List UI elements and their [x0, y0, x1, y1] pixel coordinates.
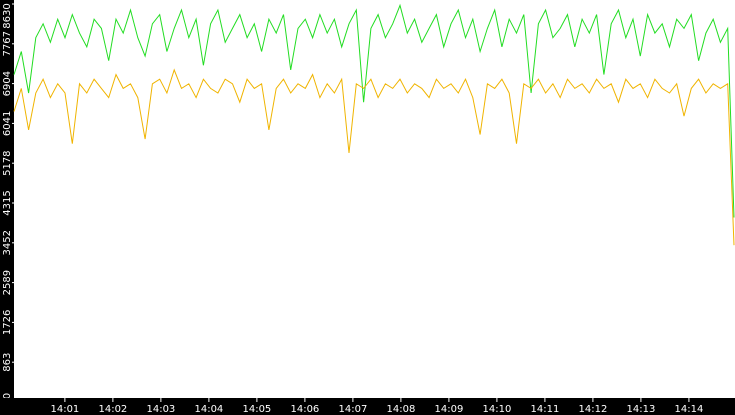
y-tick-label: 8630 — [2, 3, 13, 28]
y-tick-label: 7767 — [2, 31, 13, 56]
x-tick-label: 14:04 — [194, 404, 223, 415]
x-tick-label: 14:11 — [530, 404, 559, 415]
x-tick-label: 14:08 — [386, 404, 415, 415]
x-tick-label: 14:06 — [290, 404, 319, 415]
x-axis-bar — [0, 398, 735, 415]
y-tick-label: 3452 — [2, 230, 13, 255]
y-tick-label: 1726 — [2, 310, 13, 335]
y-tick-label: 6904 — [2, 71, 13, 96]
x-tick-label: 14:14 — [675, 404, 704, 415]
y-tick-label: 5178 — [2, 150, 13, 175]
x-tick-label: 14:09 — [434, 404, 463, 415]
x-tick-label: 14:12 — [578, 404, 607, 415]
plot-area — [14, 0, 735, 398]
x-tick-label: 14:02 — [98, 404, 127, 415]
y-tick-label: 863 — [2, 353, 13, 372]
x-tick-label: 14:07 — [338, 404, 367, 415]
y-tick-label: 4315 — [2, 190, 13, 215]
series-line — [13, 68, 735, 246]
x-tick-label: 14:05 — [242, 404, 271, 415]
y-tick-label: 2589 — [2, 270, 13, 295]
y-tick-label: 6041 — [2, 111, 13, 136]
y-tick-label: 0 — [2, 393, 13, 399]
x-tick-label: 14:13 — [627, 404, 656, 415]
series-line — [13, 3, 735, 218]
x-tick-label: 14:01 — [50, 404, 79, 415]
x-tick-label: 14:03 — [146, 404, 175, 415]
x-tick-label: 14:10 — [482, 404, 511, 415]
